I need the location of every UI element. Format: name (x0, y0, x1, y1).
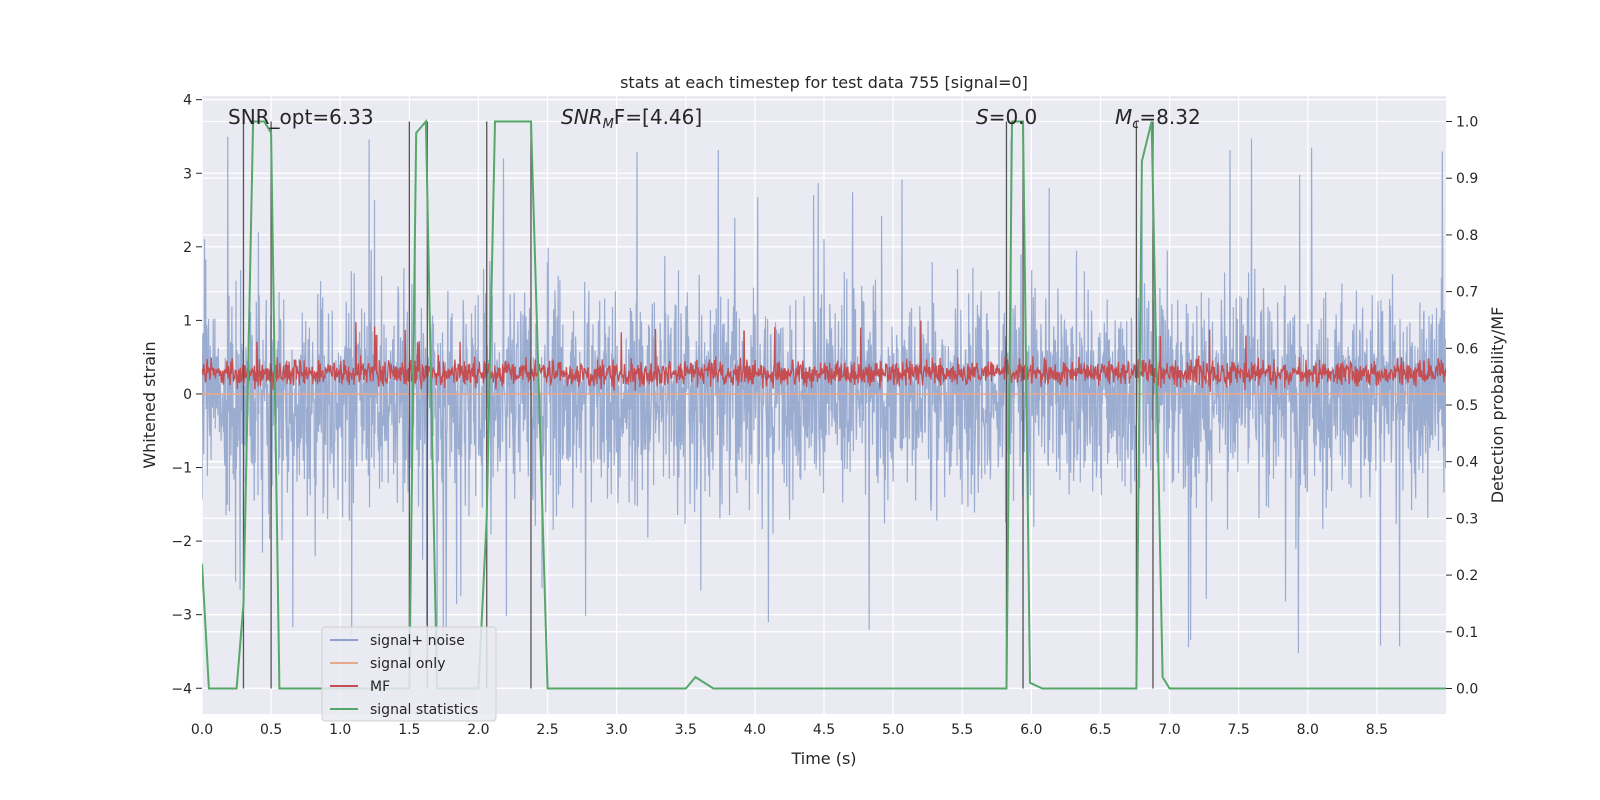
x-tick-label-15: 7.5 (1228, 722, 1250, 738)
y-right-axis-ticks: 1.0 0.9 0.8 0.7 0.6 0.5 0.4 0.3 0.2 0.1 0.0 (1446, 115, 1478, 697)
y-left-tick-label-3: 1 (183, 313, 192, 329)
x-tick-label-13: 6.5 (1089, 722, 1111, 738)
x-tick-label-7: 3.5 (675, 722, 697, 738)
annotation-mc-sub: c (1132, 117, 1139, 132)
x-tick-label-6: 3.0 (606, 722, 628, 738)
legend: signal+ noise signal only MF signal stat… (321, 626, 497, 722)
annotation-snr-opt: SNR_opt=6.33 (228, 105, 374, 129)
annotation-mc-main: M (1115, 105, 1132, 129)
x-tick-label-1: 0.5 (260, 722, 282, 738)
chart-title: stats at each timestep for test data 755… (620, 73, 1028, 92)
y-right-tick-label-6: 0.4 (1456, 455, 1478, 471)
x-tick-label-14: 7.0 (1158, 722, 1180, 738)
x-tick-label-3: 1.5 (398, 722, 420, 738)
legend-label-mf: MF (370, 679, 390, 695)
x-axis-ticks: 0.0 0.5 1.0 1.5 2.0 2.5 3.0 3.5 4.0 4.5 5.0 5.5 6.0 6… (191, 722, 1388, 738)
annotation-mc: Mc=8.32 (1115, 105, 1201, 132)
x-tick-label-8: 4.0 (744, 722, 766, 738)
y-right-tick-label-4: 0.6 (1456, 341, 1478, 357)
y-right-axis-label: Detection probability/MF (1488, 307, 1507, 504)
y-right-tick-label-8: 0.2 (1456, 568, 1478, 584)
y-left-tick-label-6: −2 (171, 534, 192, 550)
x-tick-label-10: 5.0 (882, 722, 904, 738)
y-left-tick-label-4: 0 (183, 387, 192, 403)
x-tick-label-17: 8.5 (1366, 722, 1388, 738)
y-left-axis-label: Whitened strain (140, 341, 159, 468)
legend-label-signal-statistics: signal statistics (370, 702, 478, 718)
x-tick-label-12: 6.0 (1020, 722, 1042, 738)
x-tick-label-4: 2.0 (467, 722, 489, 738)
legend-box (321, 626, 497, 722)
x-axis-label: Time (s) (790, 749, 856, 768)
annotation-s-main: S (976, 105, 989, 129)
annotation-snr-mf-sub: M (603, 117, 614, 132)
y-right-tick-label-3: 0.7 (1456, 285, 1478, 301)
y-right-tick-label-2: 0.8 (1456, 228, 1478, 244)
x-tick-label-9: 4.5 (813, 722, 835, 738)
y-right-tick-label-7: 0.3 (1456, 511, 1478, 527)
annotation-snr-mf-rest: F=[4.46] (614, 105, 702, 129)
x-tick-label-0: 0.0 (191, 722, 213, 738)
y-right-tick-label-0: 1.0 (1456, 115, 1478, 131)
x-tick-label-16: 8.0 (1297, 722, 1319, 738)
legend-label-signal-noise: signal+ noise (370, 633, 465, 649)
y-left-tick-label-5: −1 (171, 461, 192, 477)
annotation-snr-mf: SNRMF=[4.46] (561, 105, 702, 132)
annotation-snr-mf-main: SNR (561, 105, 603, 129)
y-left-tick-label-2: 2 (183, 240, 192, 256)
y-left-axis-ticks: 4 3 2 1 0 −1 −2 −3 −4 (171, 93, 202, 697)
series-signal-statistics-line (202, 118, 1446, 690)
legend-label-signal-only: signal only (370, 656, 445, 672)
y-left-tick-label-7: −3 (171, 608, 192, 624)
y-right-tick-label-5: 0.5 (1456, 398, 1478, 414)
x-tick-label-11: 5.5 (951, 722, 973, 738)
annotation-mc-rest: =8.32 (1139, 105, 1200, 129)
y-right-tick-label-1: 0.9 (1456, 171, 1478, 187)
annotation-s-rest: =0.0 (989, 105, 1038, 129)
detection-markers (242, 121, 1154, 689)
x-tick-label-5: 2.5 (536, 722, 558, 738)
y-left-tick-label-0: 4 (183, 93, 192, 109)
y-right-tick-label-10: 0.0 (1456, 681, 1478, 697)
y-left-tick-label-8: −4 (171, 681, 192, 697)
x-tick-label-2: 1.0 (329, 722, 351, 738)
y-right-tick-label-9: 0.1 (1456, 625, 1478, 641)
y-left-tick-label-1: 3 (183, 166, 192, 182)
annotation-s: S=0.0 (976, 105, 1037, 129)
